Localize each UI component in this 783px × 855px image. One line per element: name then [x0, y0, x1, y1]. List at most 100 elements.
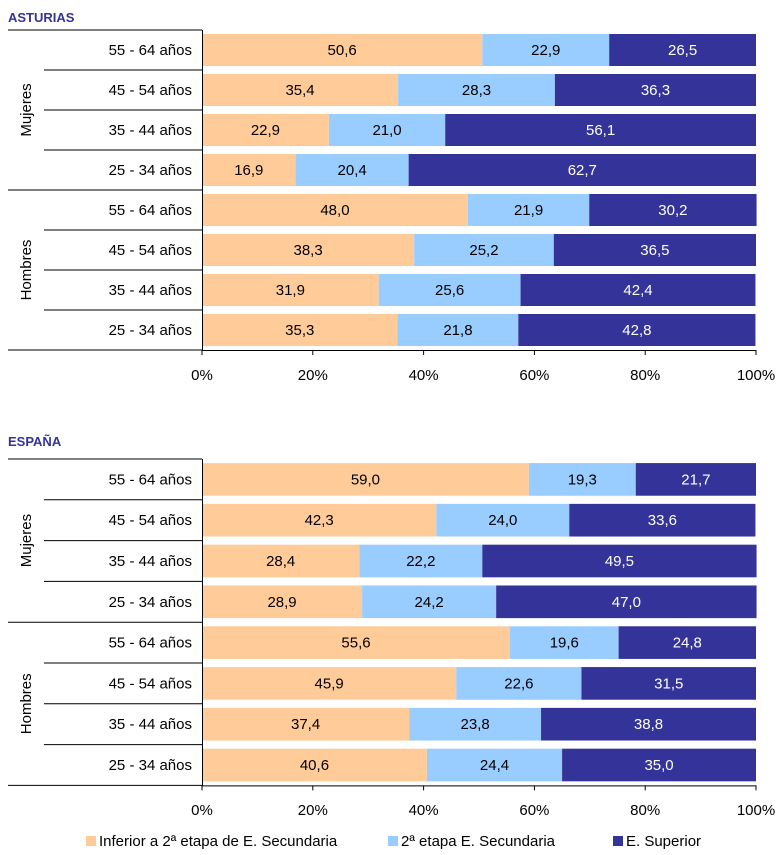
data-label: 48,0 — [320, 202, 349, 219]
data-label: 22,6 — [504, 675, 533, 692]
bar-segment — [202, 463, 529, 496]
legend-swatch — [86, 836, 96, 846]
bar-segment — [202, 667, 457, 700]
bar-segment — [482, 34, 610, 66]
x-tick-label: 0% — [191, 802, 213, 819]
chart-panel-asturias: ASTURIAS 50,6 22,9 26,5 55 - 64 años 35,4 28,3… — [8, 10, 775, 384]
data-label: 50,6 — [328, 42, 357, 59]
data-label: 38,3 — [293, 242, 322, 259]
data-label: 40,6 — [300, 757, 329, 774]
bar-segment — [202, 707, 410, 741]
data-label: 38,8 — [634, 716, 663, 733]
legend-swatch — [613, 836, 623, 846]
data-label: 42,8 — [622, 322, 651, 339]
data-label: 55,6 — [341, 635, 370, 652]
group-label: Hombres — [18, 240, 35, 301]
data-label: 21,0 — [372, 122, 401, 139]
data-label: 56,1 — [586, 122, 615, 139]
data-label: 21,9 — [514, 202, 543, 219]
category-label: 25 - 34 años — [109, 594, 192, 611]
data-label: 42,3 — [305, 512, 334, 529]
data-label: 49,5 — [605, 553, 634, 570]
category-label: 25 - 34 años — [109, 162, 192, 179]
category-label: 25 - 34 años — [109, 322, 192, 339]
chart-panel-espana: ESPAÑA 59,0 19,3 21,7 55 - 64 años 42,3 24,0 33… — [8, 434, 775, 819]
data-label: 31,5 — [654, 675, 683, 692]
bar-segment — [562, 748, 756, 782]
bar-segment — [518, 314, 756, 346]
data-label: 22,2 — [406, 553, 435, 570]
category-label: 35 - 44 años — [109, 716, 192, 733]
data-label: 62,7 — [568, 162, 597, 179]
category-label: 55 - 64 años — [109, 471, 192, 488]
data-label: 24,4 — [480, 757, 509, 774]
bar-segment — [202, 114, 329, 146]
bar-segment — [426, 748, 563, 782]
bar-segment — [609, 34, 756, 66]
data-label: 35,3 — [285, 322, 314, 339]
bar-segment — [520, 274, 756, 306]
group-label: Hombres — [18, 673, 35, 734]
data-label: 47,0 — [612, 594, 641, 611]
data-label: 25,2 — [469, 242, 498, 259]
x-tick-label: 60% — [519, 802, 549, 819]
bar-segment — [202, 74, 399, 106]
data-label: 21,8 — [443, 322, 472, 339]
legend-label: Inferior a 2ª etapa de E. Secundaria — [99, 833, 338, 850]
category-label: 25 - 34 años — [109, 757, 192, 774]
data-label: 28,4 — [266, 553, 295, 570]
bar-segment — [541, 707, 756, 741]
category-label: 55 - 64 años — [109, 635, 192, 652]
x-tick-label: 40% — [409, 367, 439, 384]
bar-segment — [202, 194, 468, 226]
data-label: 35,4 — [285, 82, 314, 99]
data-label: 24,2 — [415, 594, 444, 611]
bar-segment — [202, 544, 360, 578]
bar-segment — [554, 74, 756, 106]
data-label: 22,9 — [531, 42, 560, 59]
x-tick-label: 80% — [630, 802, 660, 819]
bar-segment — [295, 154, 409, 186]
bar-segment — [569, 503, 756, 537]
bar-segment — [445, 114, 756, 146]
x-tick-label: 40% — [409, 802, 439, 819]
bar-segment — [408, 154, 756, 186]
data-label: 33,6 — [648, 512, 677, 529]
data-label: 20,4 — [338, 162, 367, 179]
data-label: 24,8 — [673, 635, 702, 652]
legend: Inferior a 2ª etapa de E. Secundaria 2ª e… — [86, 833, 701, 850]
data-label: 24,0 — [488, 512, 517, 529]
bar-segment — [553, 234, 756, 266]
group-label: Mujeres — [18, 83, 35, 136]
category-label: 55 - 64 años — [109, 42, 192, 59]
bar-segment — [397, 314, 519, 346]
bar-segment — [456, 667, 582, 700]
data-label: 59,0 — [351, 471, 380, 488]
data-label: 35,0 — [644, 757, 673, 774]
bar-segment — [202, 748, 427, 782]
data-label: 19,6 — [550, 635, 579, 652]
data-label: 19,3 — [568, 471, 597, 488]
bar-segment — [202, 154, 296, 186]
data-label: 22,9 — [251, 122, 280, 139]
legend-label: 2ª etapa E. Secundaria — [401, 833, 556, 850]
category-label: 55 - 64 años — [109, 202, 192, 219]
bar-segment — [618, 626, 756, 659]
data-label: 30,2 — [658, 202, 687, 219]
bar-segment — [496, 585, 757, 619]
data-label: 28,3 — [462, 82, 491, 99]
bar-segment — [202, 314, 398, 346]
bar-segment — [328, 114, 446, 146]
data-label: 26,5 — [668, 42, 697, 59]
bar-segment — [409, 707, 542, 741]
data-label: 21,7 — [681, 471, 710, 488]
data-label: 36,3 — [641, 82, 670, 99]
legend-label: E. Superior — [626, 833, 701, 850]
data-label: 36,5 — [640, 242, 669, 259]
bar-segment — [589, 194, 757, 226]
bar-segment — [202, 626, 511, 659]
bar-segment — [436, 503, 570, 537]
category-label: 45 - 54 años — [109, 82, 192, 99]
bar-segment — [202, 234, 415, 266]
